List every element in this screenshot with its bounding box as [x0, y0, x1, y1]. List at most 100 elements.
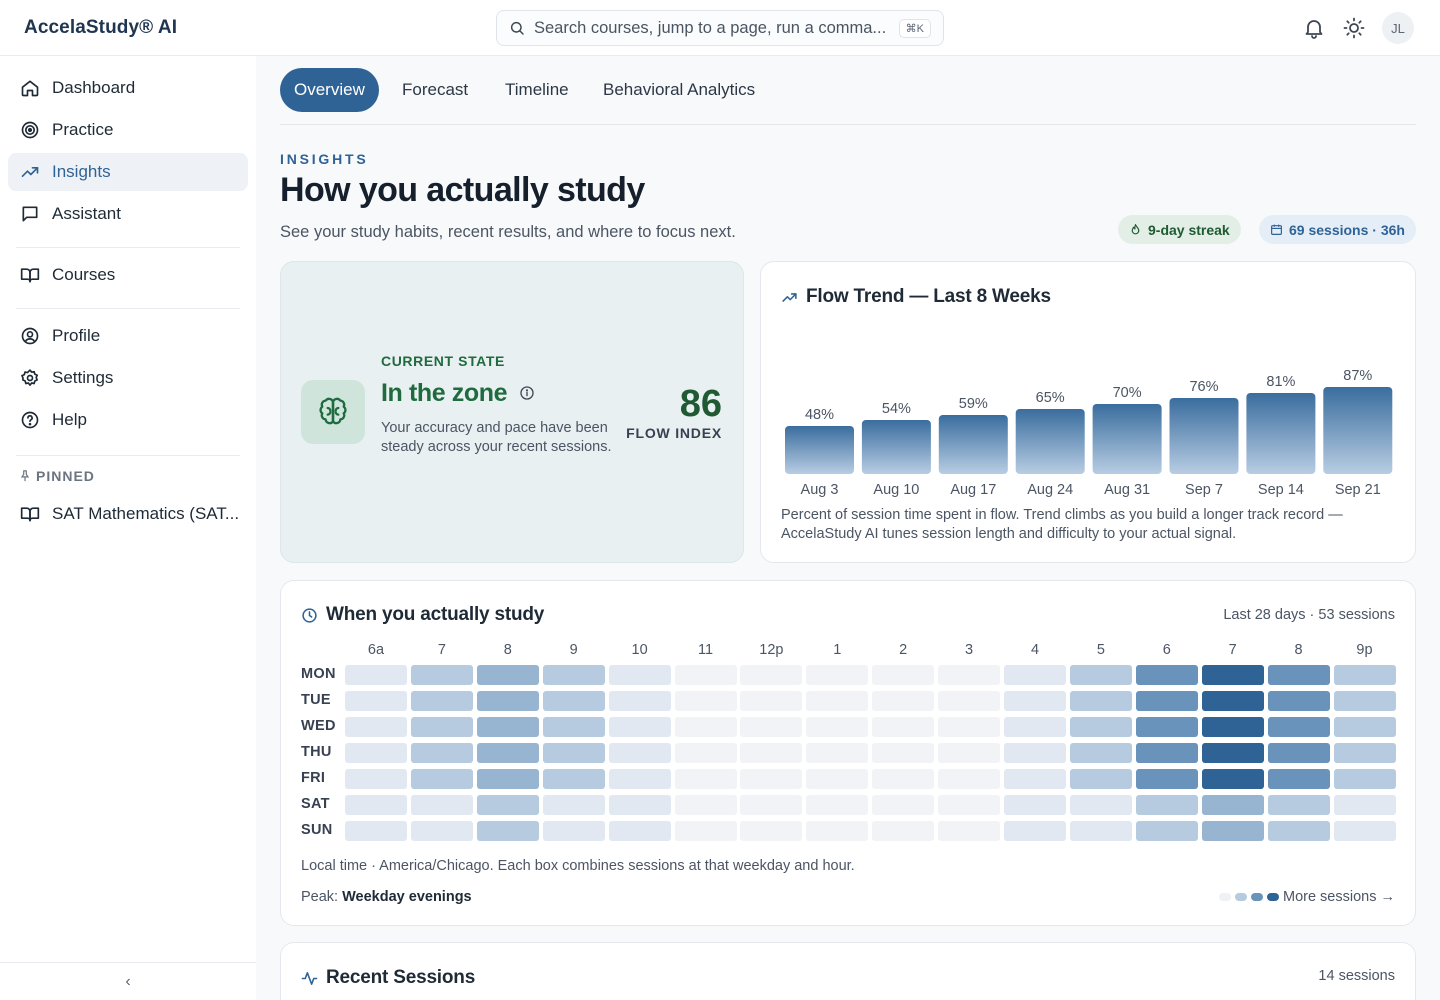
- heatmap-cell[interactable]: [608, 743, 671, 763]
- heatmap-cell[interactable]: [410, 795, 473, 815]
- tab-overview[interactable]: Overview: [280, 68, 379, 112]
- heatmap-cell[interactable]: [608, 795, 671, 815]
- heatmap-cell[interactable]: [608, 769, 671, 789]
- heatmap-cell[interactable]: [1333, 769, 1396, 789]
- heatmap-cell[interactable]: [806, 691, 869, 711]
- heatmap-cell[interactable]: [476, 665, 539, 685]
- heatmap-cell[interactable]: [1201, 795, 1264, 815]
- heatmap-cell[interactable]: [410, 821, 473, 841]
- heatmap-cell[interactable]: [476, 691, 539, 711]
- heatmap-cell[interactable]: [1267, 769, 1330, 789]
- heatmap-cell[interactable]: [1267, 821, 1330, 841]
- heatmap-cell[interactable]: [1135, 821, 1198, 841]
- heatmap-cell[interactable]: [872, 821, 935, 841]
- heatmap-cell[interactable]: [740, 665, 803, 685]
- heatmap-cell[interactable]: [542, 743, 605, 763]
- heatmap-cell[interactable]: [872, 769, 935, 789]
- heatmap-cell[interactable]: [806, 795, 869, 815]
- heatmap-cell[interactable]: [1201, 821, 1264, 841]
- heatmap-cell[interactable]: [1004, 743, 1066, 763]
- heatmap-cell[interactable]: [740, 691, 803, 711]
- search-input[interactable]: Search courses, jump to a page, run a co…: [534, 18, 887, 37]
- heatmap-cell[interactable]: [1069, 821, 1132, 841]
- heatmap-cell[interactable]: [1004, 821, 1066, 841]
- heatmap-cell[interactable]: [542, 821, 605, 841]
- heatmap-cell[interactable]: [345, 691, 407, 711]
- heatmap-cell[interactable]: [806, 821, 869, 841]
- heatmap-cell[interactable]: [542, 665, 605, 685]
- sidebar-item-profile[interactable]: Profile: [8, 317, 248, 355]
- heatmap-cell[interactable]: [345, 769, 407, 789]
- heatmap-cell[interactable]: [345, 821, 407, 841]
- tab-timeline[interactable]: Timeline: [505, 80, 569, 99]
- heatmap-cell[interactable]: [674, 769, 737, 789]
- heatmap-cell[interactable]: [1201, 665, 1264, 685]
- heatmap-cell[interactable]: [1267, 743, 1330, 763]
- heatmap-cell[interactable]: [1004, 795, 1066, 815]
- heatmap-cell[interactable]: [345, 743, 407, 763]
- heatmap-cell[interactable]: [1135, 665, 1198, 685]
- sidebar-item-insights[interactable]: Insights: [8, 153, 248, 191]
- heatmap-cell[interactable]: [608, 717, 671, 737]
- heatmap-cell[interactable]: [410, 769, 473, 789]
- sun-icon[interactable]: [1342, 16, 1366, 40]
- heatmap-cell[interactable]: [476, 769, 539, 789]
- heatmap-cell[interactable]: [608, 821, 671, 841]
- heatmap-cell[interactable]: [872, 691, 935, 711]
- heatmap-cell[interactable]: [476, 821, 539, 841]
- heatmap-cell[interactable]: [674, 743, 737, 763]
- heatmap-cell[interactable]: [345, 717, 407, 737]
- heatmap-cell[interactable]: [345, 795, 407, 815]
- heatmap-cell[interactable]: [476, 717, 539, 737]
- heatmap-cell[interactable]: [740, 795, 803, 815]
- heatmap-cell[interactable]: [410, 743, 473, 763]
- sidebar-item-dashboard[interactable]: Dashboard: [8, 69, 248, 107]
- sidebar-item-help[interactable]: Help: [8, 401, 248, 439]
- heatmap-cell[interactable]: [1333, 821, 1396, 841]
- heatmap-cell[interactable]: [476, 743, 539, 763]
- heatmap-cell[interactable]: [1135, 795, 1198, 815]
- heatmap-cell[interactable]: [674, 665, 737, 685]
- heatmap-cell[interactable]: [740, 717, 803, 737]
- heatmap-cell[interactable]: [1004, 717, 1066, 737]
- heatmap-cell[interactable]: [674, 717, 737, 737]
- heatmap-cell[interactable]: [938, 717, 1001, 737]
- bell-icon[interactable]: [1302, 16, 1326, 40]
- heatmap-cell[interactable]: [1069, 743, 1132, 763]
- heatmap-cell[interactable]: [740, 769, 803, 789]
- heatmap-cell[interactable]: [674, 795, 737, 815]
- heatmap-cell[interactable]: [1135, 691, 1198, 711]
- info-icon[interactable]: [519, 385, 535, 401]
- heatmap-cell[interactable]: [1004, 665, 1066, 685]
- heatmap-cell[interactable]: [476, 795, 539, 815]
- heatmap-cell[interactable]: [938, 769, 1001, 789]
- heatmap-cell[interactable]: [1135, 717, 1198, 737]
- heatmap-cell[interactable]: [410, 717, 473, 737]
- heatmap-cell[interactable]: [674, 691, 737, 711]
- tab-behavioral-analytics[interactable]: Behavioral Analytics: [603, 80, 756, 99]
- heatmap-cell[interactable]: [542, 717, 605, 737]
- pinned-item-sat-math[interactable]: SAT Mathematics (SAT...: [8, 495, 248, 533]
- heatmap-cell[interactable]: [1069, 795, 1132, 815]
- heatmap-cell[interactable]: [1267, 691, 1330, 711]
- brand-logo[interactable]: AccelaStudy® AI: [24, 17, 178, 38]
- heatmap-cell[interactable]: [806, 743, 869, 763]
- heatmap-cell[interactable]: [542, 795, 605, 815]
- heatmap-cell[interactable]: [938, 665, 1001, 685]
- avatar[interactable]: JL: [1382, 12, 1414, 44]
- heatmap-cell[interactable]: [872, 717, 935, 737]
- heatmap-cell[interactable]: [1201, 743, 1264, 763]
- heatmap-cell[interactable]: [410, 691, 473, 711]
- heatmap-cell[interactable]: [1004, 769, 1066, 789]
- heatmap-cell[interactable]: [1069, 691, 1132, 711]
- heatmap-cell[interactable]: [1201, 691, 1264, 711]
- tab-forecast[interactable]: Forecast: [402, 80, 469, 99]
- heatmap-cell[interactable]: [1069, 769, 1132, 789]
- heatmap-cell[interactable]: [740, 743, 803, 763]
- heatmap-cell[interactable]: [1135, 769, 1198, 789]
- heatmap-cell[interactable]: [1333, 665, 1396, 685]
- heatmap-cell[interactable]: [872, 795, 935, 815]
- heatmap-cell[interactable]: [1333, 717, 1396, 737]
- heatmap-cell[interactable]: [872, 665, 935, 685]
- heatmap-cell[interactable]: [806, 717, 869, 737]
